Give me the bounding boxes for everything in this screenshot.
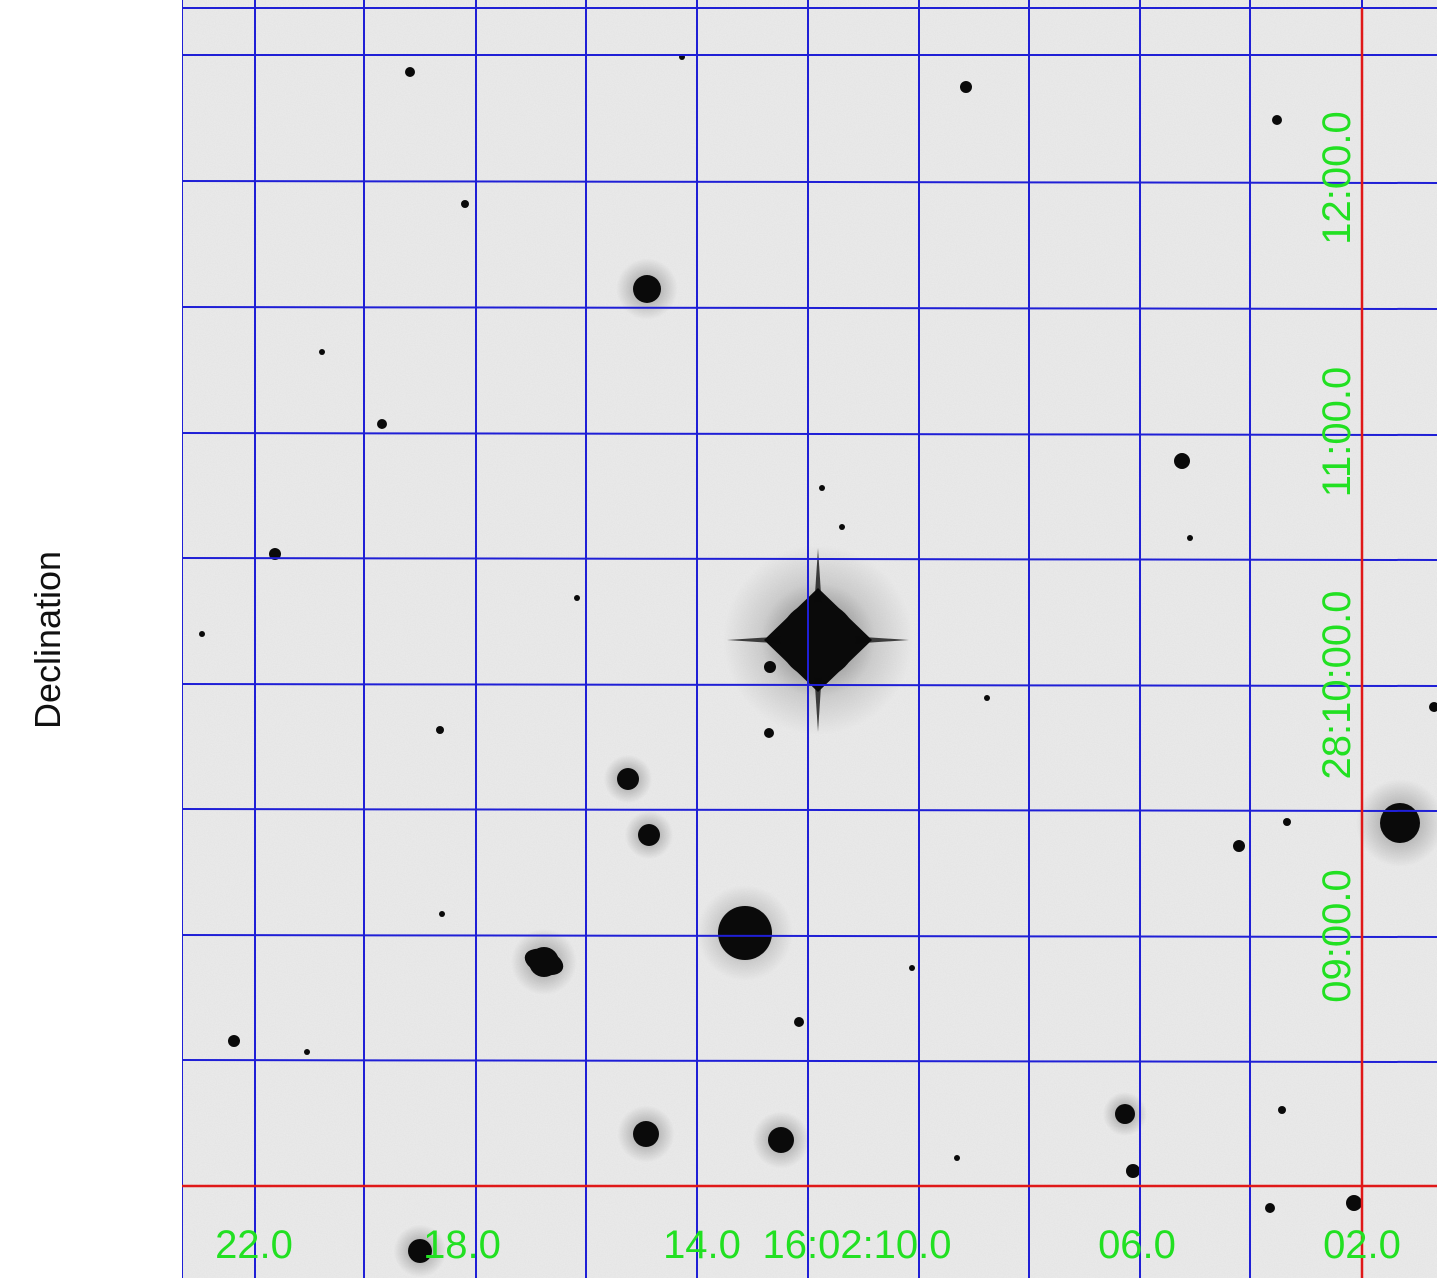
star [1380, 803, 1420, 843]
star [439, 911, 445, 917]
ra-tick-label: 06.0 [1098, 1223, 1176, 1267]
grid-line-dec [182, 557, 1437, 561]
star [954, 1155, 960, 1161]
star [794, 1017, 804, 1027]
grid-line-dec [182, 1059, 1437, 1063]
ra-tick-label: 18.0 [423, 1223, 501, 1267]
grid-line-dec [182, 934, 1437, 938]
star [269, 548, 281, 560]
star [1272, 115, 1282, 125]
star [1187, 535, 1193, 541]
ra-tick-label: 02.0 [1323, 1223, 1401, 1267]
ra-tick-label: 14.0 [663, 1223, 741, 1267]
star [199, 631, 205, 637]
star [909, 965, 915, 971]
star [960, 81, 972, 93]
star [617, 768, 639, 790]
ra-tick-label: 22.0 [215, 1223, 293, 1267]
star [1429, 702, 1437, 712]
star [319, 349, 325, 355]
star [1278, 1106, 1286, 1114]
star [228, 1035, 240, 1047]
star [1265, 1203, 1275, 1213]
declination-axis-label: Declination [18, 400, 78, 880]
star [1233, 840, 1245, 852]
star [461, 200, 469, 208]
bright-star-center [780, 602, 856, 678]
grid-line-dec [182, 683, 1437, 687]
star [633, 275, 661, 303]
star [984, 695, 990, 701]
grid-line-dec [182, 432, 1437, 436]
star [377, 419, 387, 429]
star [1126, 1164, 1140, 1178]
dec-tick-label: 28:10:00.0 [1315, 590, 1359, 779]
star-field [199, 54, 1437, 1278]
declination-label-text: Declination [27, 550, 69, 730]
star [638, 824, 660, 846]
ra-tick-label: 16:02:10.0 [762, 1223, 951, 1267]
dec-tick-label: 12:00.0 [1315, 111, 1359, 244]
star [408, 1239, 432, 1263]
star [1115, 1104, 1135, 1124]
grid-line-dec [182, 180, 1437, 184]
star [574, 595, 580, 601]
bright-star-center [718, 906, 772, 960]
star [633, 1121, 659, 1147]
star [436, 726, 444, 734]
star [1283, 818, 1291, 826]
star [839, 524, 845, 530]
star [764, 728, 774, 738]
star [304, 1049, 310, 1055]
star [819, 485, 825, 491]
star [768, 1127, 794, 1153]
star [405, 67, 415, 77]
dec-tick-label: 09:00.0 [1315, 869, 1359, 1002]
coordinate-grid [182, 0, 1437, 1278]
coordinate-labels: 22.0 18.0 14.0 16:02:10.0 06.0 02.0 12:00.0 11:… [215, 111, 1401, 1267]
star [1346, 1195, 1362, 1211]
galaxy [524, 948, 564, 976]
sky-image-panel[interactable]: 22.0 18.0 14.0 16:02:10.0 06.0 02.0 12:00.0 11:… [182, 0, 1437, 1278]
dec-tick-label: 11:00.0 [1315, 367, 1359, 498]
star [1174, 453, 1190, 469]
grid-line-dec [182, 306, 1437, 310]
grid-line-dec [182, 808, 1437, 812]
